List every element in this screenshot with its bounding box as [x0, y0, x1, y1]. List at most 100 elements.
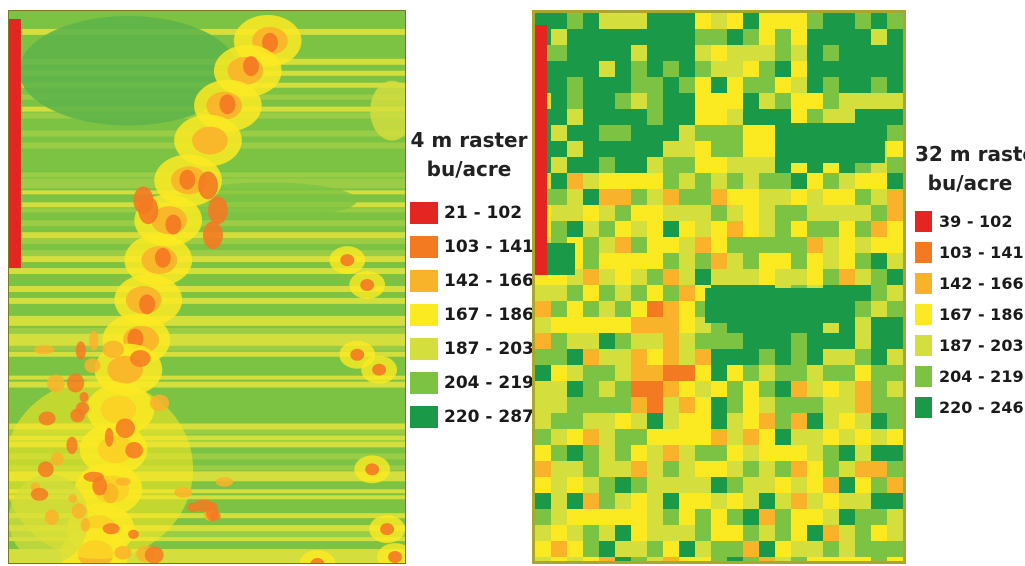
legend-item: 142 - 166 — [410, 264, 534, 298]
raster-cell — [855, 253, 871, 269]
raster-cell — [663, 413, 679, 429]
raster-cell — [871, 493, 887, 509]
raster-cell — [535, 525, 551, 541]
yield-map-4m-raster — [8, 10, 406, 564]
raster-cell — [599, 413, 615, 429]
raster-cell — [615, 317, 631, 333]
raster-cell — [807, 349, 823, 365]
raster-band — [9, 447, 405, 454]
raster-cell — [695, 29, 711, 45]
raster-band — [9, 357, 405, 365]
raster-band — [9, 393, 405, 399]
raster-cell — [743, 29, 759, 45]
yield-blob — [370, 80, 405, 141]
raster-cell — [679, 365, 695, 381]
raster-band — [9, 453, 405, 461]
raster-cell — [839, 445, 855, 461]
raster-cell — [679, 13, 695, 29]
raster-band — [9, 519, 405, 525]
raster-cell — [599, 93, 615, 109]
raster-cell — [679, 557, 695, 561]
raster-cell — [887, 29, 903, 45]
raster-cell — [743, 189, 759, 205]
raster-cell — [839, 413, 855, 429]
raster-cell — [615, 237, 631, 253]
raster-cell — [807, 333, 823, 349]
yield-blob — [165, 214, 182, 235]
raster-cell — [599, 173, 615, 189]
yield-blob — [79, 391, 89, 403]
raster-cell — [535, 301, 551, 317]
raster-cell — [567, 525, 583, 541]
raster-cell — [679, 77, 695, 93]
legend-item: 167 - 186 — [410, 298, 534, 332]
raster-cell — [727, 413, 743, 429]
raster-cell — [871, 269, 887, 285]
raster-cell — [599, 29, 615, 45]
raster-cell — [695, 109, 711, 125]
yield-blob — [66, 436, 78, 454]
raster-cell — [631, 541, 647, 557]
raster-cell — [535, 557, 551, 561]
raster-cell — [775, 93, 791, 109]
raster-cell — [535, 493, 551, 509]
raster-cell — [663, 445, 679, 461]
raster-cell — [807, 429, 823, 445]
raster-cell-block — [705, 288, 855, 323]
raster-cell — [775, 109, 791, 125]
raster-cell — [775, 269, 791, 285]
raster-cell — [679, 301, 695, 317]
raster-cell — [551, 173, 567, 189]
raster-cell — [887, 77, 903, 93]
raster-cell — [839, 397, 855, 413]
raster-cell — [679, 93, 695, 109]
raster-cell — [759, 253, 775, 269]
raster-cell — [775, 29, 791, 45]
yield-blob — [102, 340, 124, 359]
raster-cell — [855, 189, 871, 205]
raster-cell — [823, 253, 839, 269]
raster-cell — [551, 77, 567, 93]
raster-cell — [839, 45, 855, 61]
raster-cell — [727, 141, 743, 157]
raster-cell — [679, 493, 695, 509]
raster-cell — [599, 157, 615, 173]
raster-band — [9, 531, 405, 539]
raster-cell — [695, 509, 711, 525]
raster-cell — [727, 445, 743, 461]
raster-cell — [615, 429, 631, 445]
raster-cell — [823, 77, 839, 93]
raster-cell — [855, 381, 871, 397]
raster-cell — [695, 445, 711, 461]
raster-cell — [871, 557, 887, 561]
raster-cell — [647, 29, 663, 45]
raster-cell — [631, 461, 647, 477]
raster-cell — [631, 253, 647, 269]
raster-cell — [839, 109, 855, 125]
legend-item: 103 - 141 — [915, 237, 1025, 268]
yield-blob — [243, 56, 259, 77]
raster-cell — [791, 173, 807, 189]
raster-cell — [599, 509, 615, 525]
raster-cell — [791, 493, 807, 509]
raster-band — [9, 459, 405, 465]
raster-cell-block — [547, 243, 575, 275]
raster-cell — [663, 461, 679, 477]
raster-cell — [631, 381, 647, 397]
raster-cell — [679, 173, 695, 189]
raster-cell — [743, 237, 759, 253]
raster-cell — [791, 397, 807, 413]
raster-cell — [791, 221, 807, 237]
raster-cell — [775, 365, 791, 381]
raster-cell — [567, 493, 583, 509]
legend-item: 103 - 141 — [410, 230, 534, 264]
raster-cell — [727, 77, 743, 93]
raster-cell — [567, 477, 583, 493]
raster-cell — [807, 445, 823, 461]
raster-cell — [871, 349, 887, 365]
raster-cell — [823, 445, 839, 461]
raster-cell — [775, 205, 791, 221]
yield-blob — [179, 169, 196, 190]
raster-cell — [823, 45, 839, 61]
raster-cell — [615, 301, 631, 317]
